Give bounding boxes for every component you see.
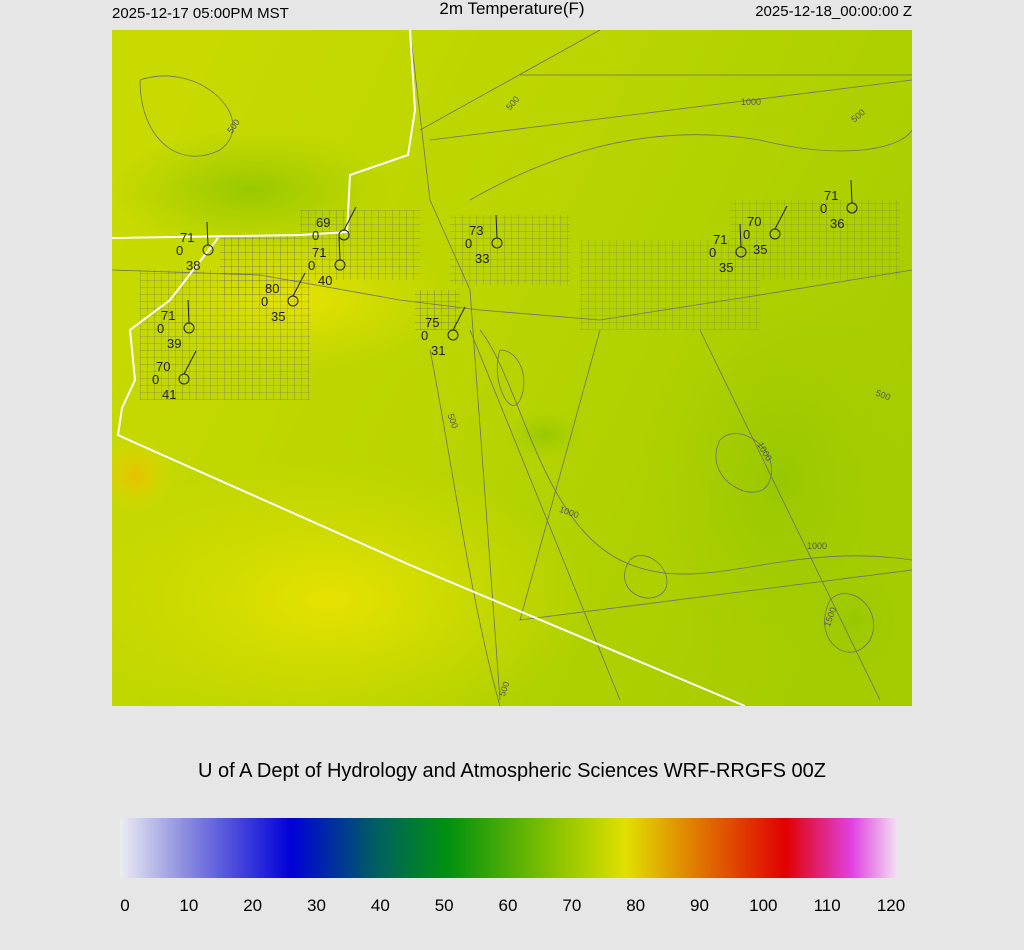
station-temperature: 71 bbox=[713, 232, 727, 247]
contour-label: 500 bbox=[874, 388, 892, 403]
station-wind: 0 bbox=[312, 228, 319, 243]
colorbar-tick-label: 120 bbox=[877, 896, 905, 915]
colorbar-tick-label: 60 bbox=[499, 896, 518, 915]
contour-line bbox=[715, 433, 772, 493]
station-wind: 0 bbox=[176, 243, 183, 258]
station-dewpoint: 31 bbox=[431, 343, 445, 358]
station-wind: 0 bbox=[421, 328, 428, 343]
station-wind: 0 bbox=[157, 321, 164, 336]
colorbar-tick-label: 50 bbox=[435, 896, 454, 915]
wind-barb bbox=[183, 350, 197, 375]
station-dewpoint: 35 bbox=[271, 309, 285, 324]
colorbar-tick-label: 70 bbox=[562, 896, 581, 915]
contour-label: 500 bbox=[497, 680, 512, 698]
station-wind: 0 bbox=[743, 227, 750, 242]
contour-line bbox=[624, 555, 668, 599]
station-temperature: 69 bbox=[316, 215, 330, 230]
wind-barb bbox=[187, 299, 190, 324]
wind-barb bbox=[739, 223, 742, 248]
city-grid bbox=[450, 215, 570, 285]
station-dewpoint: 38 bbox=[186, 258, 200, 273]
station-dewpoint: 41 bbox=[162, 387, 176, 402]
station-temperature: 71 bbox=[161, 308, 175, 323]
contour-line bbox=[496, 349, 525, 406]
contour-label: 1000 bbox=[807, 541, 827, 551]
road bbox=[409, 30, 501, 701]
wind-barb bbox=[452, 306, 466, 331]
station-wind: 0 bbox=[465, 236, 472, 251]
station-dewpoint: 40 bbox=[318, 273, 332, 288]
map bbox=[112, 30, 912, 706]
contour-label: 1000 bbox=[741, 97, 761, 107]
colorbar-tick-label: 40 bbox=[371, 896, 390, 915]
warm-area bbox=[112, 460, 590, 706]
colorbar-tick-label: 0 bbox=[120, 896, 129, 915]
city-grid bbox=[730, 200, 900, 280]
colorbar-tick-label: 30 bbox=[307, 896, 326, 915]
station-dewpoint: 35 bbox=[753, 242, 767, 257]
station-dewpoint: 36 bbox=[830, 216, 844, 231]
wind-barb bbox=[292, 272, 306, 297]
cool-area bbox=[805, 560, 905, 680]
wind-barb bbox=[206, 221, 209, 246]
contour-line bbox=[824, 593, 875, 653]
station-wind: 0 bbox=[308, 258, 315, 273]
contour-line bbox=[139, 75, 234, 157]
wind-barb bbox=[338, 236, 341, 261]
city-grid bbox=[140, 270, 310, 400]
station-wind: 0 bbox=[261, 294, 268, 309]
road bbox=[419, 30, 912, 141]
colorbar bbox=[120, 818, 898, 878]
station-temperature: 70 bbox=[747, 214, 761, 229]
credit: U of A Dept of Hydrology and Atmospheric… bbox=[198, 760, 826, 782]
cool-area bbox=[505, 410, 585, 460]
contour-line bbox=[479, 329, 912, 575]
contour-line bbox=[469, 129, 912, 201]
road bbox=[469, 329, 912, 701]
station-temperature: 73 bbox=[469, 223, 483, 238]
station-wind: 0 bbox=[709, 245, 716, 260]
station-temperature: 80 bbox=[265, 281, 279, 296]
valid-time-utc: 2025-12-18_00:00:00 Z bbox=[755, 3, 912, 20]
wind-barb bbox=[774, 205, 788, 230]
station-wind: 0 bbox=[820, 201, 827, 216]
map-title: 2m Temperature(F) bbox=[439, 0, 584, 18]
city-grid bbox=[300, 210, 420, 280]
colorbar-tick-label: 10 bbox=[179, 896, 198, 915]
station-temperature: 75 bbox=[425, 315, 439, 330]
station-dewpoint: 39 bbox=[167, 336, 181, 351]
state-border bbox=[112, 30, 417, 239]
wind-barb bbox=[495, 214, 498, 239]
wind-barb bbox=[343, 206, 357, 231]
colorbar-tick-label: 100 bbox=[749, 896, 777, 915]
station-dewpoint: 35 bbox=[719, 260, 733, 275]
colorbar-tick-label: 80 bbox=[626, 896, 645, 915]
contour-label: 500 bbox=[446, 412, 461, 430]
station-temperature: 71 bbox=[180, 230, 194, 245]
contour-line bbox=[429, 349, 501, 706]
valid-time-local: 2025-12-17 05:00PM MST bbox=[112, 5, 289, 22]
station-wind: 0 bbox=[152, 372, 159, 387]
city-grid bbox=[415, 290, 460, 330]
station-temperature: 71 bbox=[824, 188, 838, 203]
station-temperature: 70 bbox=[156, 359, 170, 374]
hot-area bbox=[112, 435, 175, 515]
station-dewpoint: 33 bbox=[475, 251, 489, 266]
wind-barb bbox=[850, 179, 853, 204]
road bbox=[112, 269, 912, 321]
colorbar-tick-label: 110 bbox=[814, 896, 841, 915]
colorbar-tick-label: 20 bbox=[243, 896, 262, 915]
colorbar-tick-label: 90 bbox=[690, 896, 709, 915]
station-temperature: 71 bbox=[312, 245, 326, 260]
country-border bbox=[116, 237, 746, 706]
